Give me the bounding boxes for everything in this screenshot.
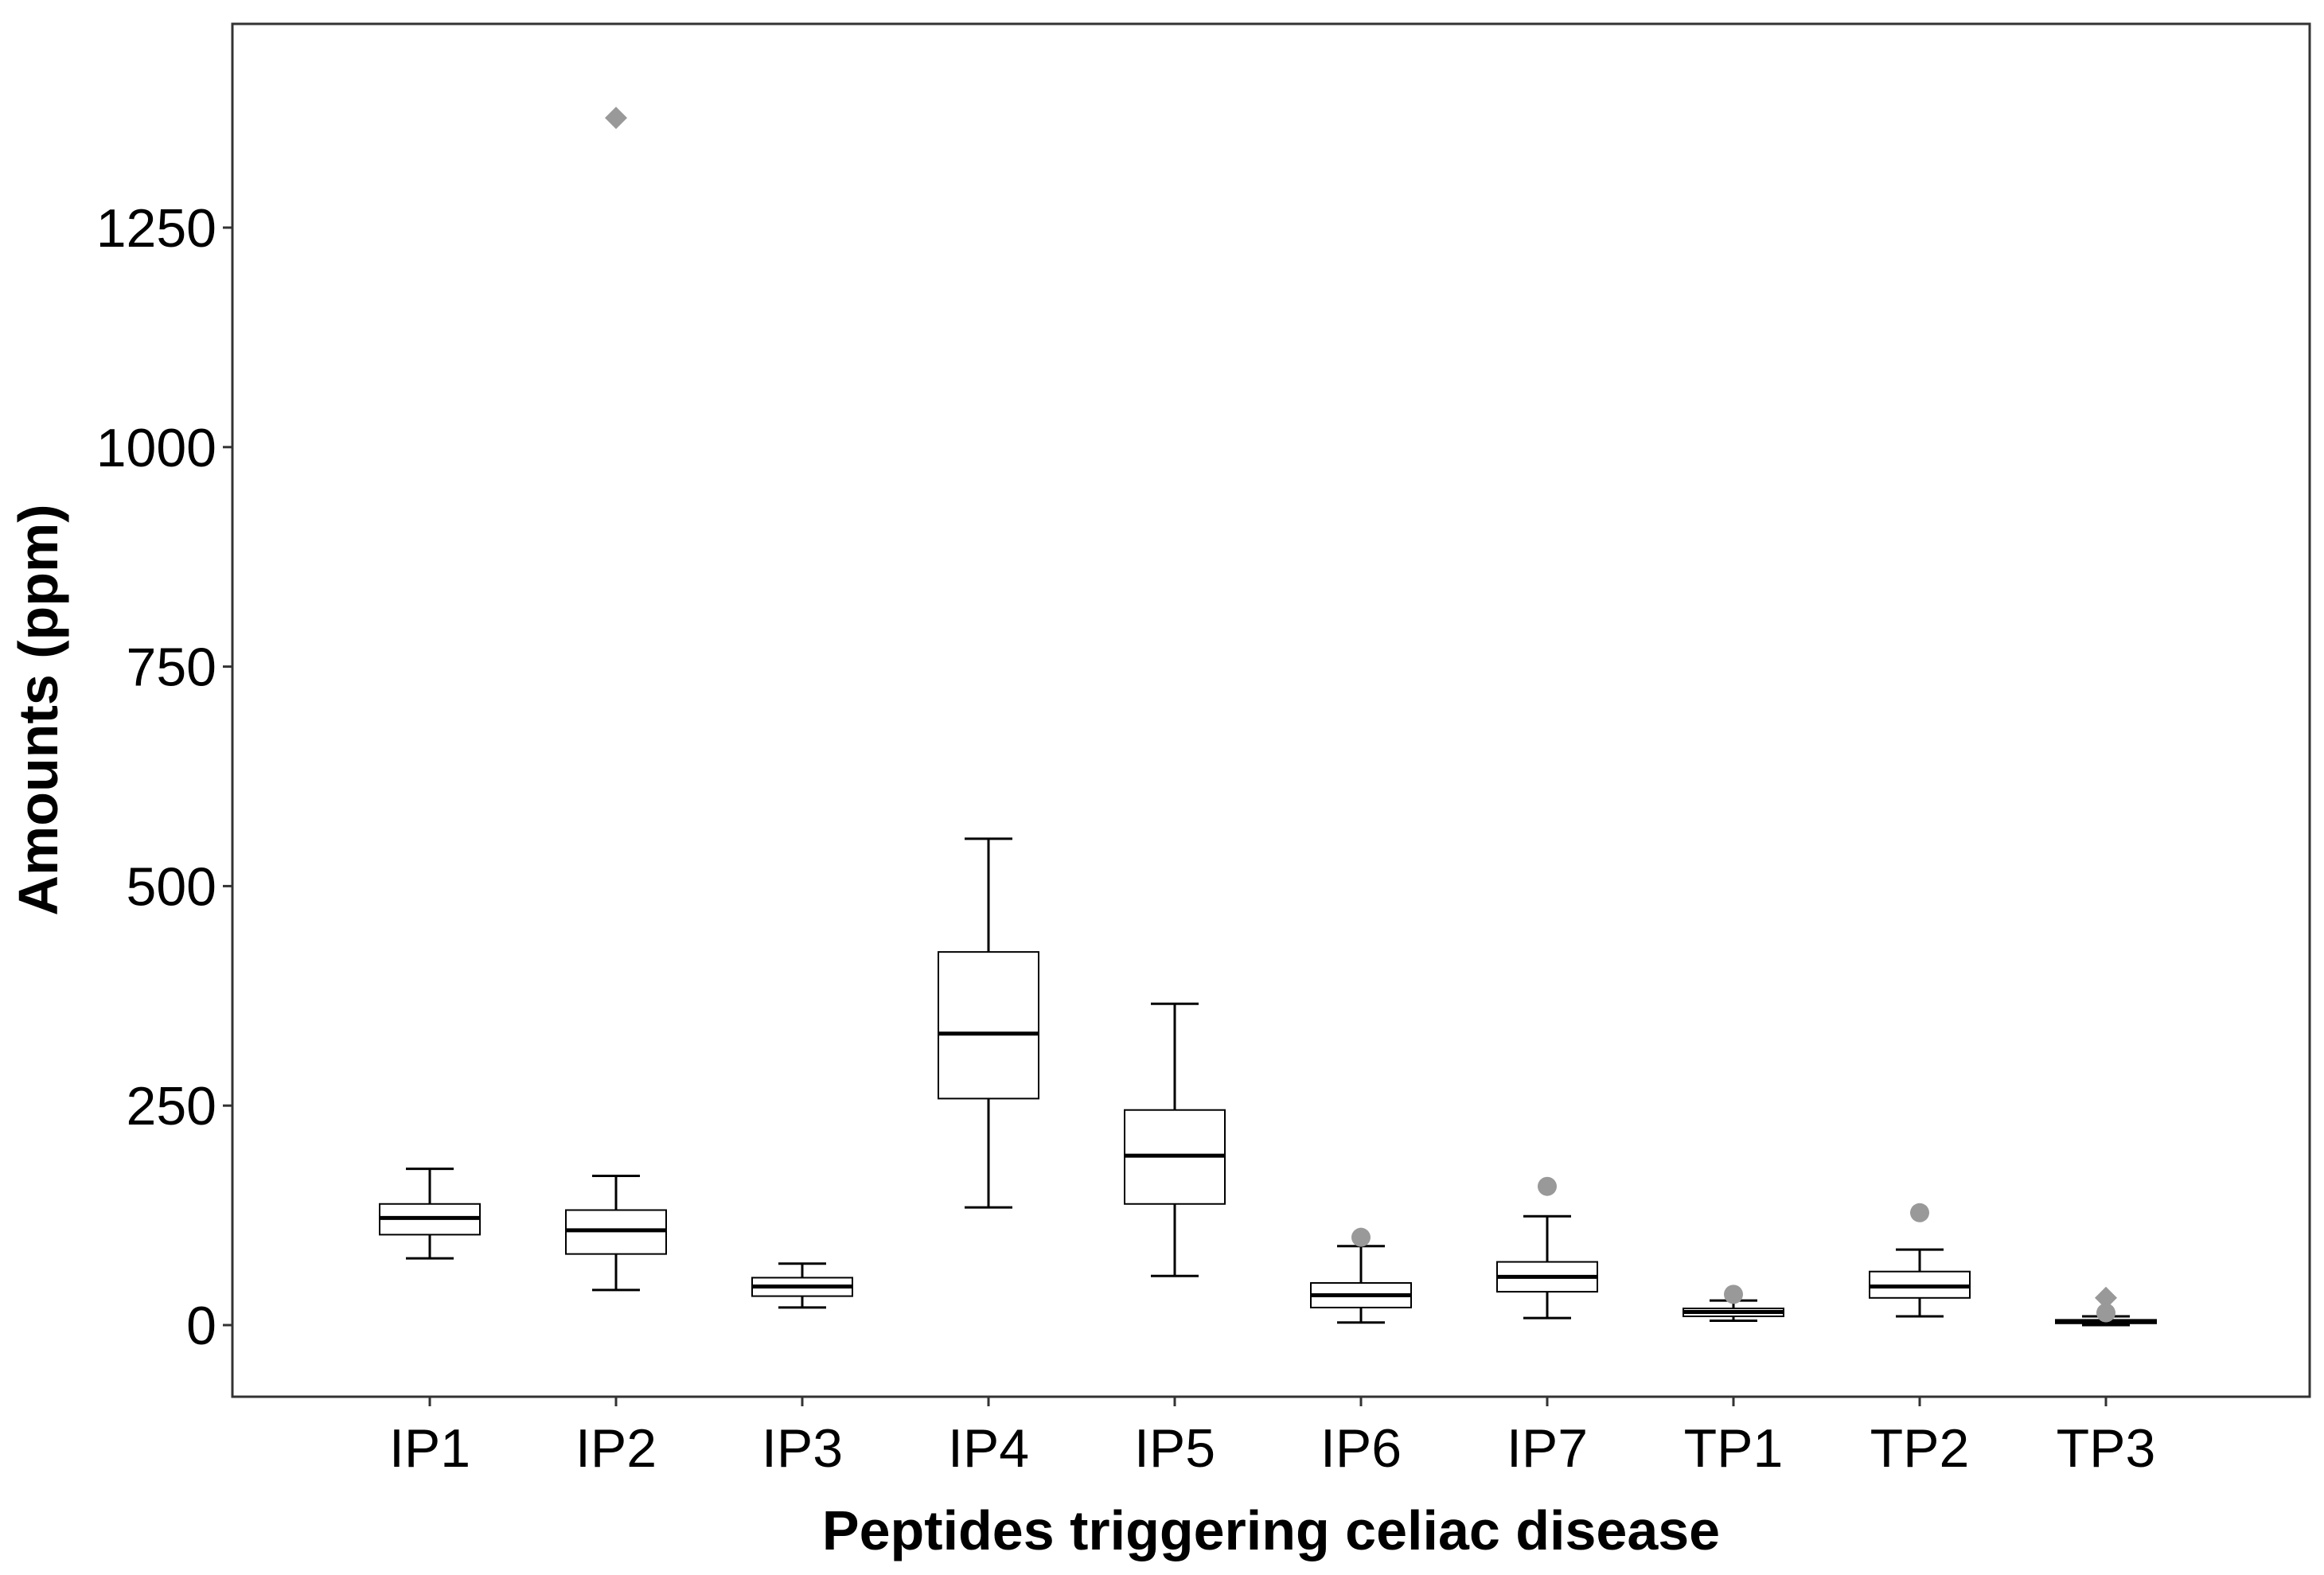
x-tick-label-ip6: IP6 [1320, 1418, 1402, 1479]
plot-frame [231, 22, 2311, 1398]
x-tick-label-ip3: IP3 [762, 1418, 843, 1479]
x-axis-title: Peptides triggering celiac disease [822, 1499, 1720, 1561]
box-ip2 [565, 1174, 667, 1292]
x-tick-label-ip7: IP7 [1507, 1418, 1588, 1479]
y-tick-label: 250 [127, 1076, 216, 1136]
outlier-point [605, 107, 627, 130]
outlier-point [1351, 1227, 1371, 1247]
y-tick-label: 0 [186, 1296, 216, 1356]
x-tick-label-tp2: TP2 [1870, 1418, 1970, 1479]
x-tick-label-tp1: TP1 [1684, 1418, 1784, 1479]
outlier-point [2096, 1303, 2115, 1323]
x-tick-label-ip1: IP1 [389, 1418, 470, 1479]
y-tick-label: 500 [127, 856, 216, 917]
x-axis: IP1 IP2 IP3 IP4 IP5 IP6 IP7 TP1 TP2 TP3 [389, 1397, 2155, 1479]
box-ip1 [379, 1168, 481, 1260]
x-tick-label-ip5: IP5 [1134, 1418, 1215, 1479]
y-tick-label: 1250 [96, 198, 216, 259]
box-iqr [938, 951, 1039, 1100]
x-tick-label-tp3: TP3 [2057, 1418, 2156, 1479]
outlier-point [1910, 1203, 1929, 1222]
box-tp2 [1869, 1248, 1971, 1318]
outlier-point [1538, 1176, 1557, 1196]
y-tick-label: 1000 [96, 418, 216, 478]
x-tick-label-ip2: IP2 [575, 1418, 657, 1479]
box-ip6 [1310, 1245, 1412, 1324]
outlier-point [2095, 1286, 2117, 1309]
outlier-point [1724, 1285, 1743, 1304]
x-tick-label-ip4: IP4 [948, 1418, 1029, 1479]
box-tp1 [1683, 1299, 1784, 1322]
outlier-series [605, 107, 2117, 1323]
box-ip5 [1124, 1002, 1226, 1277]
y-axis: 0 250 500 750 1000 1250 [96, 198, 232, 1356]
y-axis-title: Amounts (ppm) [7, 504, 69, 915]
box-series [379, 837, 2157, 1327]
box-ip4 [938, 837, 1039, 1209]
box-ip3 [751, 1262, 853, 1309]
y-tick-label: 750 [127, 637, 216, 698]
box-ip7 [1496, 1214, 1598, 1320]
